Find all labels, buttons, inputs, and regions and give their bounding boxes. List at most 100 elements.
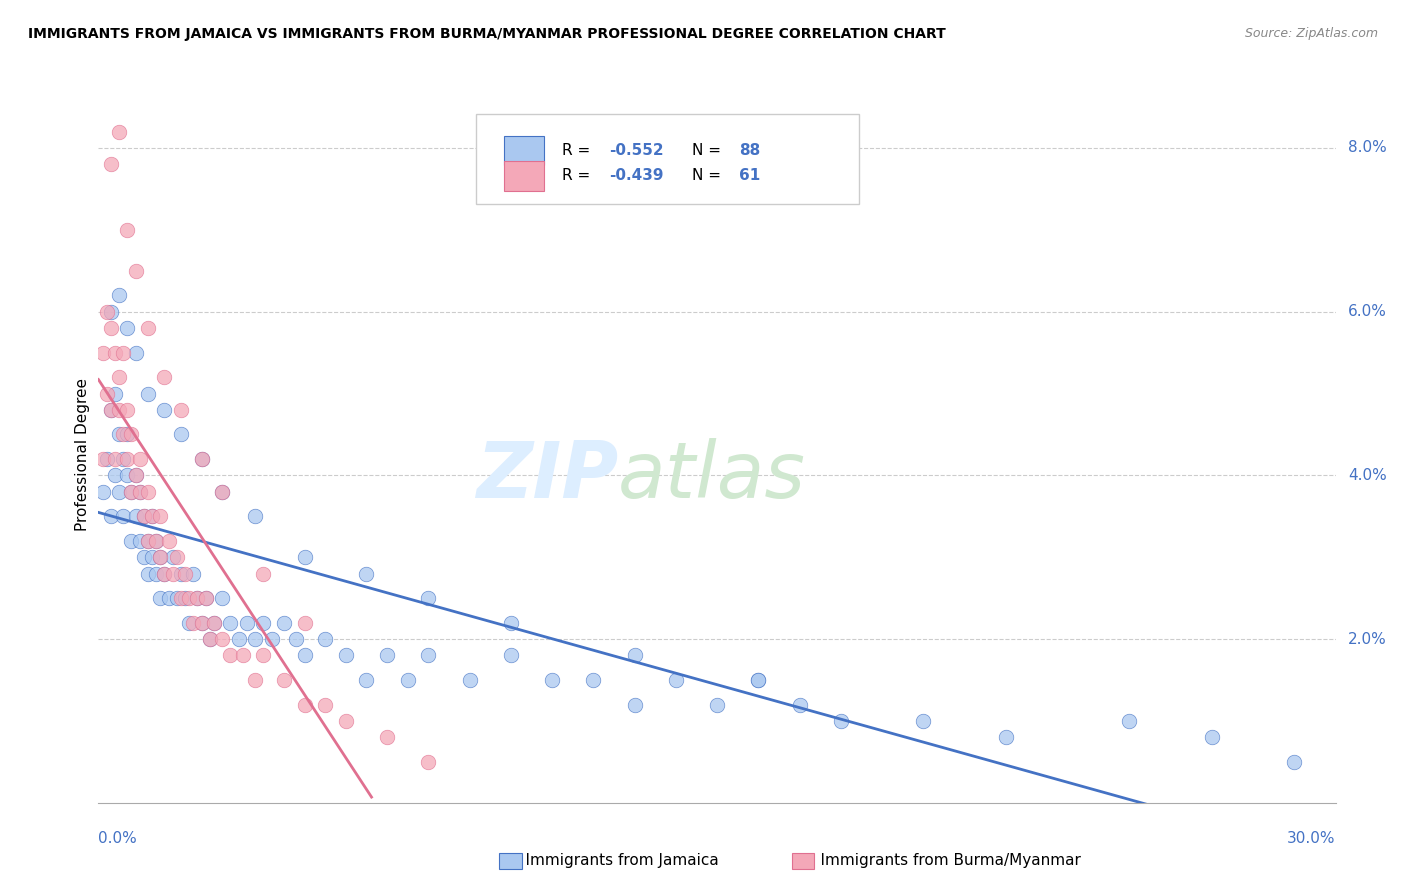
- Point: [153, 403, 176, 417]
- Point: [194, 591, 217, 606]
- Point: [108, 370, 131, 384]
- Point: [211, 484, 233, 499]
- Point: [108, 288, 131, 302]
- Point: [396, 673, 419, 687]
- Point: [149, 550, 172, 565]
- Point: [162, 566, 184, 581]
- Point: [228, 632, 250, 646]
- Point: [356, 566, 378, 581]
- Point: [181, 615, 204, 630]
- Point: [252, 648, 274, 663]
- Point: [136, 533, 159, 548]
- Text: -0.552: -0.552: [609, 143, 664, 158]
- Point: [706, 698, 728, 712]
- Point: [375, 731, 398, 745]
- Point: [198, 632, 221, 646]
- Text: N =: N =: [692, 169, 725, 184]
- Point: [170, 566, 193, 581]
- Point: [285, 632, 308, 646]
- Point: [153, 566, 176, 581]
- Point: [174, 591, 197, 606]
- Point: [124, 468, 146, 483]
- Text: IMMIGRANTS FROM JAMAICA VS IMMIGRANTS FROM BURMA/MYANMAR PROFESSIONAL DEGREE COR: IMMIGRANTS FROM JAMAICA VS IMMIGRANTS FR…: [28, 27, 946, 41]
- Point: [458, 673, 481, 687]
- Point: [211, 632, 233, 646]
- Point: [747, 673, 769, 687]
- Point: [112, 509, 135, 524]
- Point: [104, 386, 127, 401]
- Text: 4.0%: 4.0%: [1348, 468, 1386, 483]
- Point: [96, 452, 118, 467]
- Point: [108, 125, 131, 139]
- Point: [145, 533, 167, 548]
- Point: [117, 321, 139, 335]
- Point: [132, 550, 155, 565]
- Point: [190, 452, 212, 467]
- Point: [153, 566, 176, 581]
- Text: ZIP: ZIP: [475, 438, 619, 514]
- Point: [157, 533, 180, 548]
- Point: [314, 632, 336, 646]
- Point: [186, 591, 208, 606]
- Point: [100, 403, 122, 417]
- Point: [104, 345, 127, 359]
- Text: 2.0%: 2.0%: [1348, 632, 1386, 647]
- Point: [128, 484, 150, 499]
- Point: [260, 632, 283, 646]
- Point: [335, 714, 357, 728]
- Point: [912, 714, 935, 728]
- Point: [124, 509, 146, 524]
- Point: [117, 223, 139, 237]
- Point: [623, 698, 645, 712]
- Point: [120, 533, 142, 548]
- Point: [170, 427, 193, 442]
- Point: [108, 484, 131, 499]
- Point: [136, 484, 159, 499]
- Point: [112, 345, 135, 359]
- FancyBboxPatch shape: [505, 161, 544, 191]
- Point: [166, 550, 188, 565]
- Point: [243, 632, 266, 646]
- Point: [149, 591, 172, 606]
- Text: Immigrants from Jamaica: Immigrants from Jamaica: [506, 854, 718, 868]
- Point: [141, 509, 163, 524]
- Point: [665, 673, 688, 687]
- Point: [128, 533, 150, 548]
- Point: [91, 345, 114, 359]
- Point: [104, 468, 127, 483]
- Point: [112, 427, 135, 442]
- Point: [96, 304, 118, 318]
- Point: [582, 673, 605, 687]
- Text: Source: ZipAtlas.com: Source: ZipAtlas.com: [1244, 27, 1378, 40]
- Point: [219, 648, 242, 663]
- Text: 61: 61: [740, 169, 761, 184]
- Point: [174, 566, 197, 581]
- Point: [162, 550, 184, 565]
- Point: [120, 427, 142, 442]
- Point: [179, 591, 201, 606]
- Point: [124, 264, 146, 278]
- Point: [132, 509, 155, 524]
- Point: [117, 403, 139, 417]
- Point: [418, 755, 440, 769]
- Point: [1284, 755, 1306, 769]
- Point: [145, 566, 167, 581]
- Point: [108, 403, 131, 417]
- Text: Immigrants from Burma/Myanmar: Immigrants from Burma/Myanmar: [801, 854, 1081, 868]
- Point: [830, 714, 852, 728]
- Point: [117, 452, 139, 467]
- Point: [211, 484, 233, 499]
- Point: [252, 566, 274, 581]
- Point: [153, 370, 176, 384]
- Text: R =: R =: [562, 169, 596, 184]
- Point: [747, 673, 769, 687]
- Point: [1201, 731, 1223, 745]
- Point: [100, 157, 122, 171]
- Point: [789, 698, 811, 712]
- Point: [418, 591, 440, 606]
- Point: [243, 509, 266, 524]
- Point: [273, 673, 295, 687]
- Point: [181, 566, 204, 581]
- Point: [112, 452, 135, 467]
- Point: [104, 452, 127, 467]
